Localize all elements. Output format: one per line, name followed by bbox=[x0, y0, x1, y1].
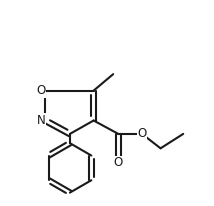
Text: O: O bbox=[137, 127, 147, 140]
Text: O: O bbox=[36, 84, 45, 97]
Text: N: N bbox=[36, 114, 45, 127]
Text: O: O bbox=[114, 156, 123, 169]
